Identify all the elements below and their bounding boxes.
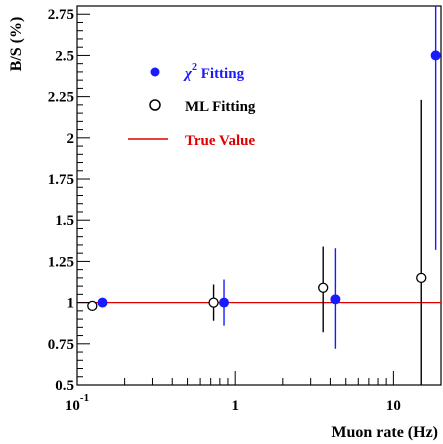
- error-bars: [91, 6, 437, 385]
- y-tick-label: 2.25: [48, 90, 74, 106]
- x-tick-label: 1: [231, 398, 239, 414]
- y-tick-label: 1.25: [48, 254, 74, 270]
- y-tick-label: 2.5: [55, 48, 74, 64]
- y-axis-title: B/S (%): [8, 17, 25, 72]
- y-tick-label: 2: [67, 131, 75, 147]
- x-tick-labels: 10-1 1 10: [65, 392, 401, 414]
- plot-area-border: [76, 5, 442, 386]
- legend: χ2 Fitting ML Fitting True Value: [128, 62, 256, 149]
- ml-fit-point: [318, 282, 329, 293]
- chi2-fit-point: [219, 297, 230, 308]
- legend-label: ML Fitting: [185, 99, 256, 115]
- data-markers: [87, 50, 441, 312]
- legend-filled-circle-icon: [150, 67, 160, 77]
- y-tick-label: 0.5: [55, 378, 74, 394]
- x-tick-label: 10: [386, 398, 401, 414]
- chi2-fit-point: [97, 297, 108, 308]
- legend-label: True Value: [185, 133, 255, 149]
- legend-label: χ2 Fitting: [183, 62, 245, 82]
- x-axis-title: Muon rate (Hz): [331, 424, 438, 441]
- ml-fit-point: [416, 272, 427, 284]
- x-tick-label: 10-1: [65, 392, 89, 414]
- ml-fit-point: [208, 297, 219, 308]
- y-tick-label: 1.75: [48, 172, 74, 188]
- ml-fit-point: [87, 300, 98, 312]
- y-tick-labels: 0.5 0.75 1 1.25 1.5 1.75 2 2.25 2.5 2.75: [48, 7, 74, 394]
- y-tick-label: 0.75: [48, 337, 74, 353]
- plot-frame: [76, 5, 442, 386]
- axis-ticks: [76, 5, 442, 386]
- y-tick-label: 1.5: [55, 213, 74, 229]
- chi2-fit-point: [430, 50, 441, 61]
- chi2-fit-point: [330, 294, 341, 305]
- y-tick-label: 2.75: [48, 7, 74, 23]
- y-tick-label: 1: [67, 296, 75, 312]
- legend-open-circle-icon: [149, 99, 161, 111]
